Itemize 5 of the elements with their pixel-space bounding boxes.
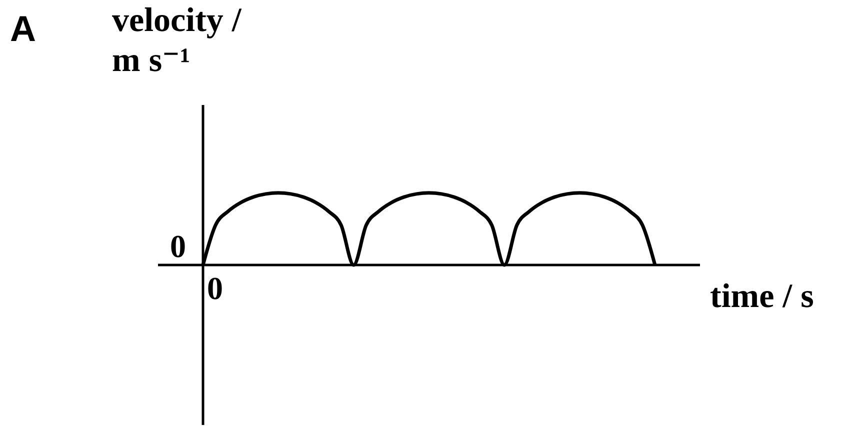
y-axis-title: velocity / m s⁻¹ xyxy=(112,2,243,80)
x-axis-title: time / s xyxy=(710,278,814,316)
text: 0 xyxy=(207,270,223,307)
text: 0 xyxy=(170,228,186,265)
chart-title: A xyxy=(10,8,36,50)
